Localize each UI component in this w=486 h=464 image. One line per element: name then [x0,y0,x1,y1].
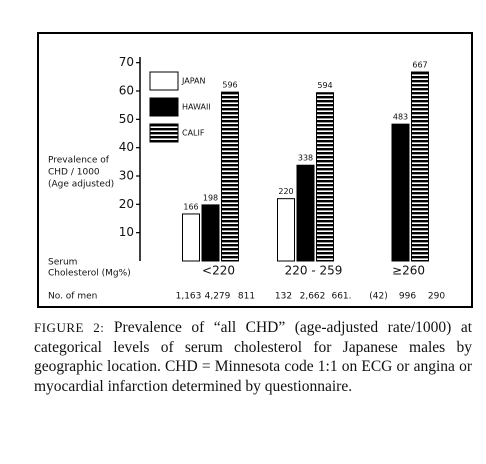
legend-swatch [149,123,179,143]
value-label: 338 [298,154,313,163]
chart: 10 20 30 40 50 60 70 Prevalence of CHD / 1000 (Ag… [37,32,473,308]
value-label: 220 [278,187,293,196]
caption-label: FIGURE 2: [34,320,105,335]
men-count: 132 [275,292,292,302]
caption-text: Prevalence of “all CHD” (age-adjusted ra… [34,319,473,395]
bar [296,164,315,262]
legend-label: HAWAII [182,103,211,112]
men-count: (42) [369,292,387,302]
x-tick-label: <220 [202,264,235,278]
y-tick-label: 70 [119,55,134,69]
men-count: 290 [428,292,445,302]
legend-swatch [149,97,179,117]
x-axis-label: Cholesterol (Mg%) [48,269,131,279]
y-tick-label: 20 [119,197,134,211]
legend-label: JAPAN [181,77,205,86]
caption: FIGURE 2: Prevalence of “all CHD” (age-a… [34,318,472,396]
y-axis-label: Prevalence of [48,156,110,166]
men-count: 2,662 [300,292,326,302]
bar [182,213,200,262]
x-tick-label: ≥260 [392,264,425,278]
bar [277,198,295,262]
value-label: 596 [222,81,237,90]
value-label: 594 [317,81,332,90]
y-axis-label: CHD / 1000 [48,168,100,178]
men-count: 1,163 [176,292,202,302]
men-label: No. of men [48,292,97,302]
legend-label: CALIF [182,129,205,138]
bar [316,92,334,262]
y-tick-label: 10 [119,225,134,239]
men-count: 4,279 [205,292,231,302]
y-tick-label: 30 [119,169,134,183]
value-label: 667 [412,61,427,70]
men-count: 661. [331,292,351,302]
y-tick-label: 60 [119,84,134,98]
y-tick-label: 40 [119,140,134,154]
bar [201,204,220,262]
men-count: 811 [238,292,255,302]
x-axis-label: Serum [48,258,77,268]
value-label: 166 [183,202,198,211]
x-tick-label: 220 - 259 [285,264,343,278]
y-tick-label: 50 [119,112,134,126]
bar [221,91,239,262]
legend-swatch [149,71,179,91]
value-label: 198 [203,193,218,202]
men-count: 996 [399,292,416,302]
bar [411,71,429,262]
y-axis-label: (Age adjusted) [48,180,114,190]
frame [37,32,473,308]
value-label: 483 [393,113,408,122]
bar [391,123,410,262]
